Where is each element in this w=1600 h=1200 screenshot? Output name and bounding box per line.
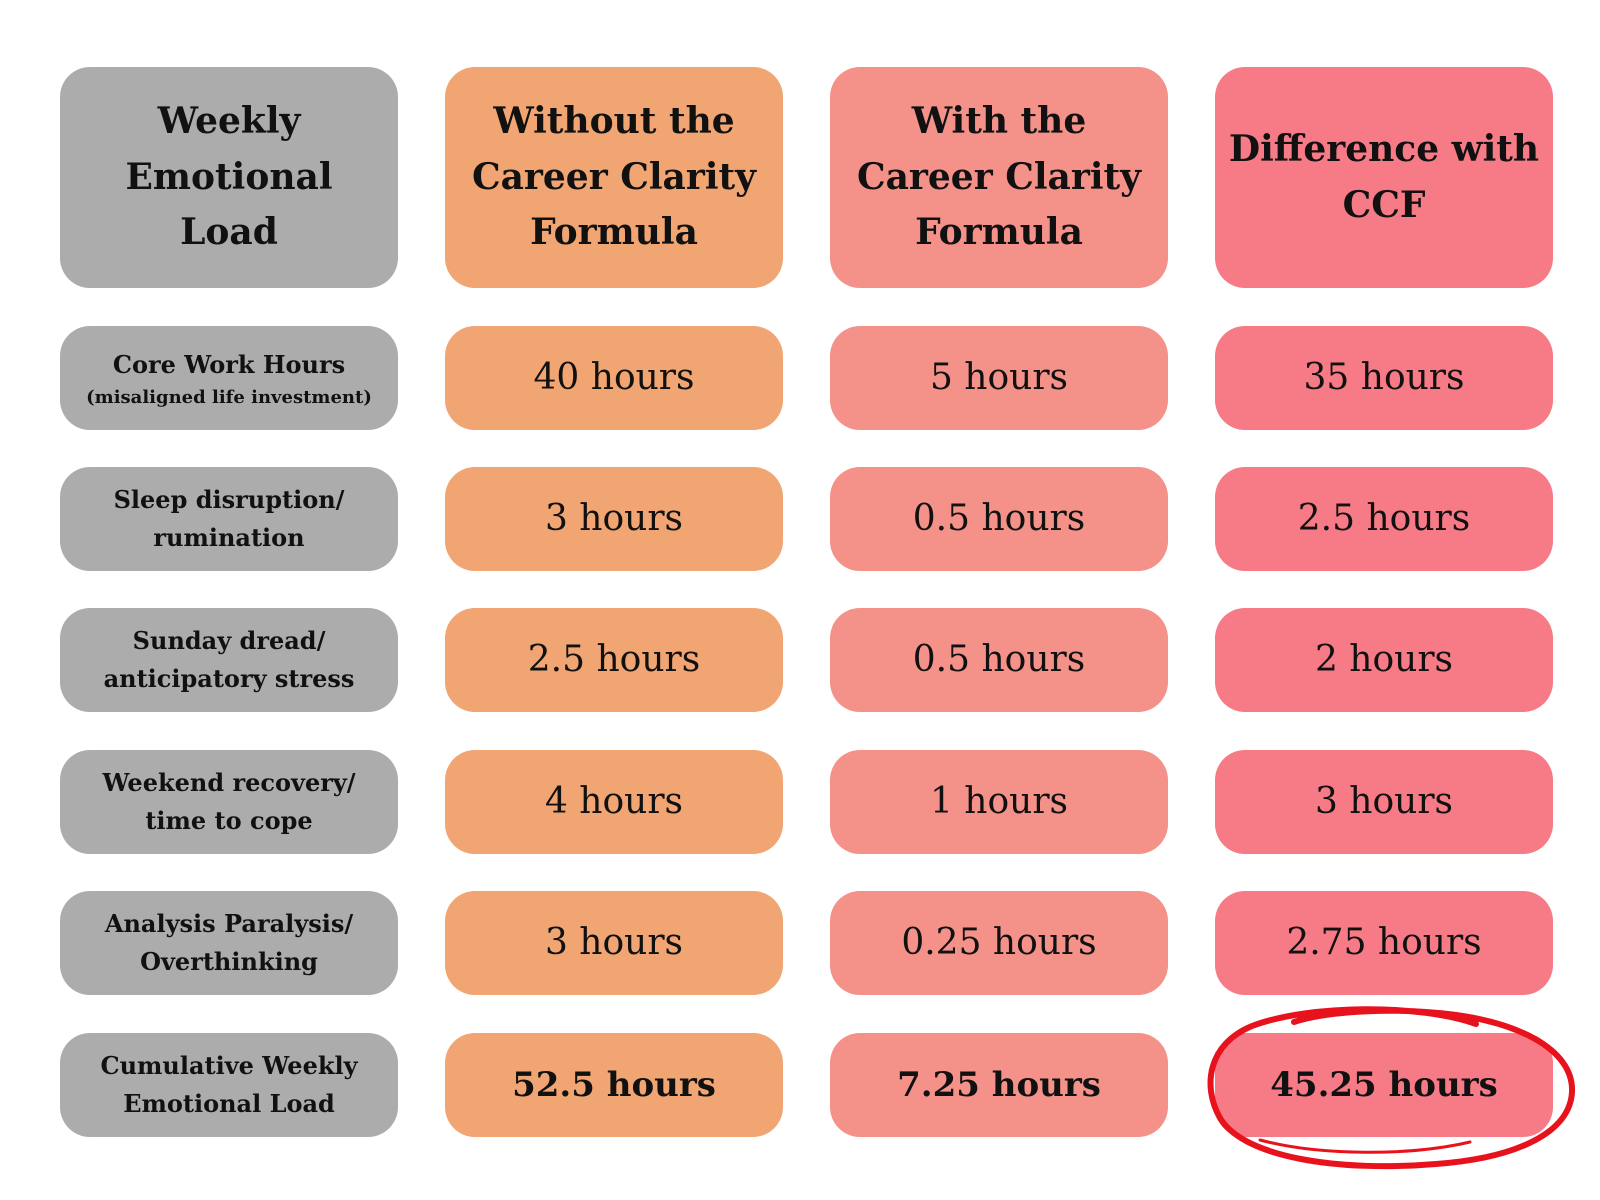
row-label-sunday-dread: Sunday dread/ anticipatory stress (60, 608, 398, 712)
value-difference-analysis-paralysis: 2.75 hours (1215, 891, 1553, 995)
row-label-text: Analysis Paralysis/ Overthinking (104, 908, 354, 976)
header-label: Difference with CCF (1228, 127, 1540, 226)
value-text: 0.5 hours (912, 639, 1086, 681)
header-difference-ccf: Difference with CCF (1215, 67, 1553, 288)
value-without-sunday-dread: 2.5 hours (445, 608, 783, 712)
row-label-text: Sleep disruption/ rumination (113, 484, 345, 552)
value-text: 45.25 hours (1270, 1064, 1498, 1105)
value-text: 52.5 hours (512, 1064, 716, 1105)
value-text: 0.25 hours (901, 922, 1097, 964)
header-weekly-emotional-load: Weekly Emotional Load (60, 67, 398, 288)
value-text: 1 hours (929, 781, 1069, 823)
row-label-analysis-paralysis: Analysis Paralysis/ Overthinking (60, 891, 398, 995)
value-without-sleep-disruption: 3 hours (445, 467, 783, 571)
row-label-sleep-disruption: Sleep disruption/ rumination (60, 467, 398, 571)
row-label-weekend-recovery: Weekend recovery/ time to cope (60, 750, 398, 854)
header-label: With the Career Clarity Formula (856, 99, 1142, 254)
row-sublabel-text: (misaligned life investment) (86, 386, 372, 408)
value-text: 2 hours (1314, 639, 1454, 681)
value-with-sleep-disruption: 0.5 hours (830, 467, 1168, 571)
value-with-core-work-hours: 5 hours (830, 326, 1168, 430)
value-text: 3 hours (544, 922, 684, 964)
value-text: 3 hours (544, 498, 684, 540)
value-text: 7.25 hours (897, 1064, 1101, 1105)
value-with-weekend-recovery: 1 hours (830, 750, 1168, 854)
value-difference-weekend-recovery: 3 hours (1215, 750, 1553, 854)
value-without-weekend-recovery: 4 hours (445, 750, 783, 854)
header-with-ccf: With the Career Clarity Formula (830, 67, 1168, 288)
value-text: 0.5 hours (912, 498, 1086, 540)
value-difference-cumulative-total: 45.25 hours (1215, 1033, 1553, 1137)
value-without-cumulative-total: 52.5 hours (445, 1033, 783, 1137)
value-text: 5 hours (929, 357, 1069, 399)
value-difference-sunday-dread: 2 hours (1215, 608, 1553, 712)
value-difference-sleep-disruption: 2.5 hours (1215, 467, 1553, 571)
value-without-core-work-hours: 40 hours (445, 326, 783, 430)
value-text: 2.5 hours (527, 639, 701, 681)
value-text: 3 hours (1314, 781, 1454, 823)
row-label-text: Weekend recovery/ time to cope (102, 767, 356, 835)
value-with-analysis-paralysis: 0.25 hours (830, 891, 1168, 995)
value-without-analysis-paralysis: 3 hours (445, 891, 783, 995)
value-text: 2.75 hours (1286, 922, 1482, 964)
value-text: 2.5 hours (1297, 498, 1471, 540)
header-without-ccf: Without the Career Clarity Formula (445, 67, 783, 288)
row-label-text: Cumulative Weekly Emotional Load (100, 1050, 358, 1118)
row-label-cumulative-total: Cumulative Weekly Emotional Load (60, 1033, 398, 1137)
value-text: 40 hours (533, 357, 695, 399)
row-label-text: Sunday dread/ anticipatory stress (103, 625, 355, 693)
value-text: 35 hours (1303, 357, 1465, 399)
header-label: Weekly Emotional Load (125, 99, 333, 254)
value-with-sunday-dread: 0.5 hours (830, 608, 1168, 712)
value-with-cumulative-total: 7.25 hours (830, 1033, 1168, 1137)
value-difference-core-work-hours: 35 hours (1215, 326, 1553, 430)
value-text: 4 hours (544, 781, 684, 823)
row-label-text: Core Work Hours (112, 350, 346, 380)
header-label: Without the Career Clarity Formula (471, 99, 757, 254)
row-label-core-work-hours: Core Work Hours (misaligned life investm… (60, 326, 398, 430)
